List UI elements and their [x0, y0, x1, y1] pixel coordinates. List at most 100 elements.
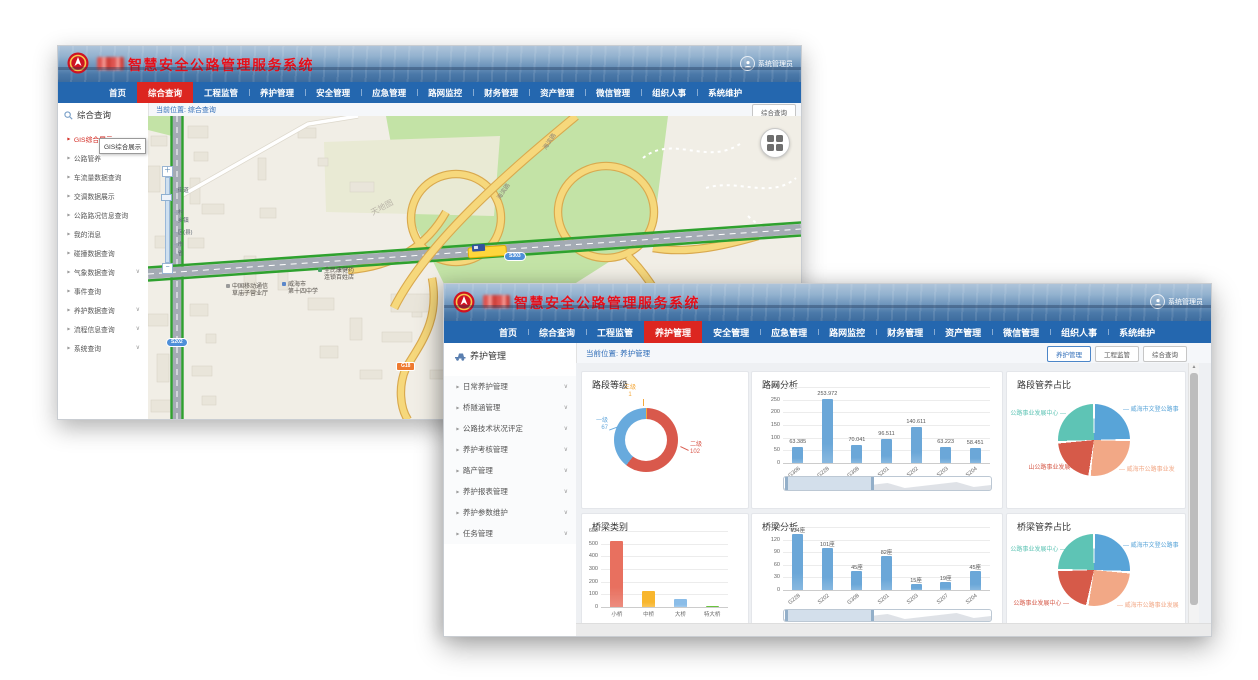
y-axis-label: 60: [773, 561, 780, 568]
sidebar-item-养护参数维护[interactable]: ▶ 养护参数维护 ∨: [444, 502, 576, 523]
bar-G306[interactable]: [792, 446, 804, 463]
scroll-up-icon[interactable]: ▲: [1191, 364, 1197, 370]
nav-item-应急管理[interactable]: 应急管理: [361, 82, 417, 103]
nav-item-应急管理[interactable]: 应急管理: [760, 321, 818, 343]
horizontal-scroll-strip[interactable]: [576, 623, 1211, 636]
data-zoom-selection[interactable]: [785, 610, 874, 621]
bar-value-label: 70.041: [848, 437, 866, 444]
chevron-down-icon: ∨: [135, 269, 140, 275]
sidebar-item-公路管养[interactable]: ▶ 公路管养: [58, 148, 148, 167]
nav-item-微信管理[interactable]: 微信管理: [992, 321, 1050, 343]
map-layers-grid-button[interactable]: [760, 128, 790, 158]
donut-chart[interactable]: [614, 408, 678, 472]
caret-icon: ▶: [67, 345, 71, 350]
panel-road-maintenance-share: 路段管养占比 — 威海市文登公路事 — 威海市公路事业发 山公路事业发展中心 — 公路事…: [1006, 371, 1186, 509]
nav-item-系统维护[interactable]: 系统维护: [1108, 321, 1166, 343]
sidebar-item-事件查询[interactable]: ▶ 事件查询: [58, 281, 148, 300]
nav-item-资产管理[interactable]: 资产管理: [529, 82, 585, 103]
caret-icon: ▶: [456, 426, 460, 431]
pie-chart[interactable]: [1058, 404, 1130, 476]
sidebar-item-公路技术状况评定[interactable]: ▶ 公路技术状况评定 ∨: [444, 418, 576, 439]
bar-S203[interactable]: [940, 446, 952, 463]
nav-item-路网监控[interactable]: 路网监控: [818, 321, 876, 343]
sidebar-item-流程信息查询[interactable]: ▶ 流程信息查询 ∨: [58, 319, 148, 338]
data-zoom-slider[interactable]: [783, 609, 992, 622]
sidebar-item-日常养护管理[interactable]: ▶ 日常养护管理 ∨: [444, 376, 576, 397]
poi-icon: [226, 284, 230, 289]
panel-bridge-category: 桥梁类别 0 100 200 300 400 500 600 小桥 中桥 大桥 特大桥: [581, 513, 749, 625]
quick-button-工程监管[interactable]: 工程监管: [1095, 346, 1139, 362]
sidebar-item-碰撞数据查询[interactable]: ▶ 碰撞数据查询: [58, 243, 148, 262]
caret-icon: ▶: [67, 326, 71, 331]
bar-S202[interactable]: [821, 547, 833, 590]
sidebar-item-公路路况信息查询[interactable]: ▶ 公路路况信息查询: [58, 205, 148, 224]
nav-item-首页[interactable]: 首页: [499, 327, 518, 338]
scrollbar-thumb[interactable]: [1190, 373, 1198, 605]
sidebar-item-交调数据展示[interactable]: ▶ 交调数据展示: [58, 186, 148, 205]
sidebar-item-GIS综合展示[interactable]: ▶ GIS综合展示: [58, 129, 148, 148]
bar-S201[interactable]: [881, 438, 892, 463]
nav-item-养护管理[interactable]: 养护管理: [249, 82, 305, 103]
y-axis-label: 120: [770, 536, 780, 543]
bar-S204[interactable]: [969, 571, 981, 590]
zoom-in-button[interactable]: ＋: [162, 166, 173, 177]
nav-item-综合查询[interactable]: 综合查询: [137, 82, 194, 103]
bar-大桥[interactable]: [673, 599, 687, 607]
nav-item-安全管理[interactable]: 安全管理: [305, 82, 361, 103]
nav-item-安全管理[interactable]: 安全管理: [713, 327, 750, 338]
data-zoom-slider[interactable]: [783, 476, 992, 491]
poi-icon: [282, 282, 286, 287]
bar-S201[interactable]: [881, 555, 892, 590]
slice-label-公路事业发展中心: 公路事业发展中心 —: [1010, 547, 1066, 553]
nav-item-工程监管[interactable]: 工程监管: [204, 87, 239, 98]
sidebar-item-我的消息[interactable]: ▶ 我的消息: [58, 224, 148, 243]
bar-S207[interactable]: [940, 582, 952, 590]
pie-chart[interactable]: [1058, 534, 1130, 606]
bar-小桥[interactable]: [610, 541, 624, 607]
bar-S204[interactable]: [969, 448, 981, 463]
bar-value-label: 15座: [910, 577, 922, 584]
nav-item-工程监管[interactable]: 工程监管: [586, 321, 644, 343]
zoom-track[interactable]: [165, 177, 170, 263]
sidebar-item-label: 事件查询: [73, 288, 102, 296]
nav-item-财务管理[interactable]: 财务管理: [473, 82, 529, 103]
data-zoom-selection[interactable]: [785, 477, 874, 490]
bar-G228[interactable]: [821, 398, 833, 463]
bar-S203[interactable]: [910, 583, 922, 590]
slice-label-二级: 二级 102: [690, 442, 726, 456]
nav-item-资产管理[interactable]: 资产管理: [934, 321, 992, 343]
nav-item-首页[interactable]: 首页: [109, 87, 127, 98]
bar-G308[interactable]: [851, 445, 863, 463]
sidebar-item-气象数据查询[interactable]: ▶ 气象数据查询 ∨: [58, 262, 148, 281]
poi-line: 第十四中学: [288, 289, 319, 295]
nav-item-财务管理[interactable]: 财务管理: [876, 321, 934, 343]
nav-item-组织人事[interactable]: 组织人事: [1050, 321, 1108, 343]
vertical-scrollbar[interactable]: ▲: [1188, 363, 1199, 624]
nav-item-养护管理[interactable]: 养护管理: [644, 321, 703, 343]
bar-中桥[interactable]: [642, 591, 656, 607]
sidebar-item-任务管理[interactable]: ▶ 任务管理 ∨: [444, 523, 576, 544]
sidebar-item-养护报表管理[interactable]: ▶ 养护报表管理 ∨: [444, 481, 576, 502]
nav-item-组织人事[interactable]: 组织人事: [641, 82, 697, 103]
sidebar-item-车流量数据查询[interactable]: ▶ 车流量数据查询: [58, 167, 148, 186]
user-badge[interactable]: 系统管理员: [1150, 294, 1203, 309]
nav-item-路网监控[interactable]: 路网监控: [417, 82, 473, 103]
bar-G308[interactable]: [851, 571, 863, 590]
quick-button-养护管理[interactable]: 养护管理: [1047, 346, 1091, 362]
nav-item-系统维护[interactable]: 系统维护: [697, 82, 753, 103]
sidebar-item-路产管理[interactable]: ▶ 路产管理 ∨: [444, 460, 576, 481]
sidebar-item-养护数据查询[interactable]: ▶ 养护数据查询 ∨: [58, 300, 148, 319]
sidebar-item-桥隧涵管理[interactable]: ▶ 桥隧涵管理 ∨: [444, 397, 576, 418]
bar-G228[interactable]: [792, 533, 804, 590]
sidebar-item-系统查询[interactable]: ▶ 系统查询 ∨: [58, 338, 148, 357]
zoom-slider-handle[interactable]: [161, 194, 172, 201]
poi-line: 全民康健药: [318, 268, 354, 275]
bar-特大桥[interactable]: [705, 606, 719, 607]
sidebar-item-养护考核管理[interactable]: ▶ 养护考核管理 ∨: [444, 439, 576, 460]
quick-button-综合查询[interactable]: 综合查询: [1143, 346, 1187, 362]
nav-item-微信管理[interactable]: 微信管理: [585, 82, 641, 103]
bar-S202[interactable]: [910, 427, 922, 463]
zoom-out-button[interactable]: −: [162, 263, 173, 274]
nav-item-综合查询[interactable]: 综合查询: [528, 321, 586, 343]
user-badge[interactable]: 系统管理员: [740, 56, 793, 71]
